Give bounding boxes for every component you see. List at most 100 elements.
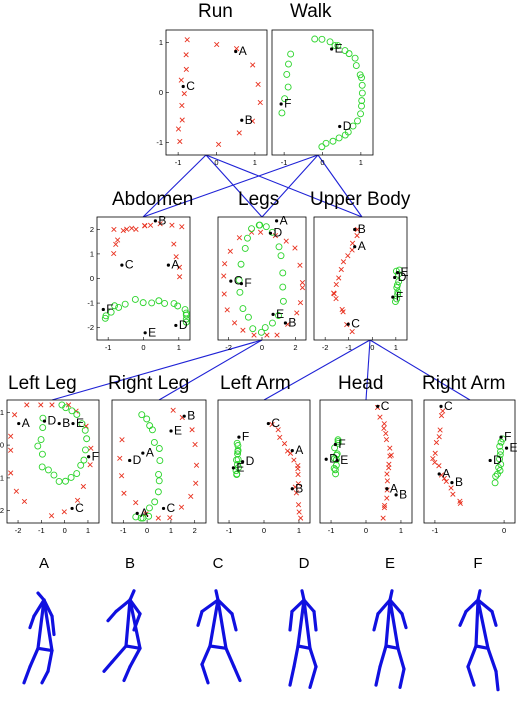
data-point-circle xyxy=(145,504,153,512)
panel-title: Run xyxy=(198,1,233,22)
figure-bone xyxy=(378,644,388,669)
point-marker xyxy=(290,487,294,491)
data-point-cross xyxy=(193,462,200,468)
data-point-circle xyxy=(156,457,164,465)
data-point-cross xyxy=(295,471,301,478)
point-marker xyxy=(275,219,279,223)
point-label: D xyxy=(273,226,282,240)
point-marker xyxy=(450,481,454,485)
data-point-cross xyxy=(21,498,28,505)
data-point-cross xyxy=(249,118,256,124)
data-point-circle xyxy=(244,234,251,242)
point-marker xyxy=(437,472,441,476)
figure-label: E xyxy=(385,555,395,572)
x-tick-label: 1 xyxy=(169,526,173,535)
data-point-cross xyxy=(8,470,14,476)
x-tick-label: 1 xyxy=(253,158,257,167)
data-point-circle xyxy=(332,470,340,478)
point-label: A xyxy=(358,239,366,253)
data-point-cross xyxy=(384,471,390,477)
data-point-circle xyxy=(155,477,163,485)
data-point-cross xyxy=(120,227,126,234)
point-marker xyxy=(333,442,337,447)
data-point-circle xyxy=(352,62,360,70)
point-label: F xyxy=(92,449,99,463)
data-point-circle xyxy=(277,252,285,260)
figure-bone xyxy=(296,598,306,648)
data-point-cross xyxy=(457,500,463,506)
data-point-circle xyxy=(77,461,85,469)
data-point-circle xyxy=(496,451,504,459)
data-point-circle xyxy=(67,473,75,481)
point-label: D xyxy=(47,414,56,428)
data-point-circle xyxy=(239,305,247,312)
data-point-circle xyxy=(81,426,89,434)
point-marker xyxy=(240,118,244,122)
panel-left-arm: Left Arm -1 0 1 F C D A E B xyxy=(217,373,311,535)
data-point-circle xyxy=(279,297,287,305)
figure-bone xyxy=(224,646,236,669)
data-point-cross xyxy=(443,478,449,485)
x-tick-label: -1 xyxy=(328,526,335,535)
data-point-circle xyxy=(394,290,402,298)
tree-link xyxy=(51,339,263,401)
figure-bone xyxy=(208,598,220,648)
point-marker xyxy=(393,275,397,280)
panel-legs: Legs -2 0 2 AD C F EB xyxy=(217,189,307,352)
point-marker xyxy=(394,493,398,497)
data-point-cross xyxy=(133,500,139,506)
data-point-circle xyxy=(137,514,145,522)
figure-bone xyxy=(474,598,480,648)
data-point-circle xyxy=(155,445,163,452)
point-marker xyxy=(283,321,287,325)
plot-frame xyxy=(111,399,207,524)
data-point-cross xyxy=(433,439,440,446)
point-label: C xyxy=(381,399,390,413)
data-point-circle xyxy=(150,438,158,446)
data-point-cross xyxy=(383,436,390,443)
point-marker xyxy=(128,458,132,463)
point-marker xyxy=(504,446,509,450)
point-label: A xyxy=(280,213,288,227)
figure-bone xyxy=(106,609,118,623)
point-marker xyxy=(161,506,166,511)
data-point-circle xyxy=(73,470,81,477)
figure-bone xyxy=(114,598,132,614)
data-point-cross xyxy=(65,402,72,408)
tree-link xyxy=(369,339,471,401)
data-point-cross xyxy=(175,126,182,132)
data-point-cross xyxy=(381,502,388,509)
point-label: F xyxy=(242,430,249,444)
point-marker xyxy=(101,307,105,312)
data-point-circle xyxy=(154,488,162,496)
figure-bone xyxy=(384,644,400,650)
point-label: A xyxy=(140,506,148,520)
point-label: F xyxy=(396,290,403,304)
data-point-cross xyxy=(119,437,125,443)
x-tick-label: 1 xyxy=(399,526,403,535)
point-label: C xyxy=(444,399,453,413)
data-point-cross xyxy=(155,515,161,521)
figure-bone xyxy=(308,646,318,669)
data-point-cross xyxy=(179,102,185,109)
figure-bone xyxy=(196,609,204,627)
data-point-circle xyxy=(139,514,147,522)
point-label: E xyxy=(76,416,84,430)
figure-bone xyxy=(46,648,54,673)
data-point-circle xyxy=(357,110,365,118)
data-point-circle xyxy=(115,304,123,311)
figure-bone xyxy=(216,598,234,616)
point-marker xyxy=(87,455,91,459)
data-point-cross xyxy=(227,248,233,254)
data-point-circle xyxy=(34,442,42,450)
figure-label: D xyxy=(299,555,310,572)
panel-left-leg: Left Leg -2 -1 0 1 1 0 -1 -2 A DBE F C xyxy=(0,373,100,535)
data-point-cross xyxy=(297,300,304,306)
data-point-cross xyxy=(275,427,281,433)
data-point-cross xyxy=(117,455,123,461)
point-marker xyxy=(335,458,339,463)
data-point-cross xyxy=(293,490,299,496)
data-point-cross xyxy=(224,307,230,313)
data-point-circle xyxy=(244,313,252,321)
data-point-cross xyxy=(74,497,81,503)
